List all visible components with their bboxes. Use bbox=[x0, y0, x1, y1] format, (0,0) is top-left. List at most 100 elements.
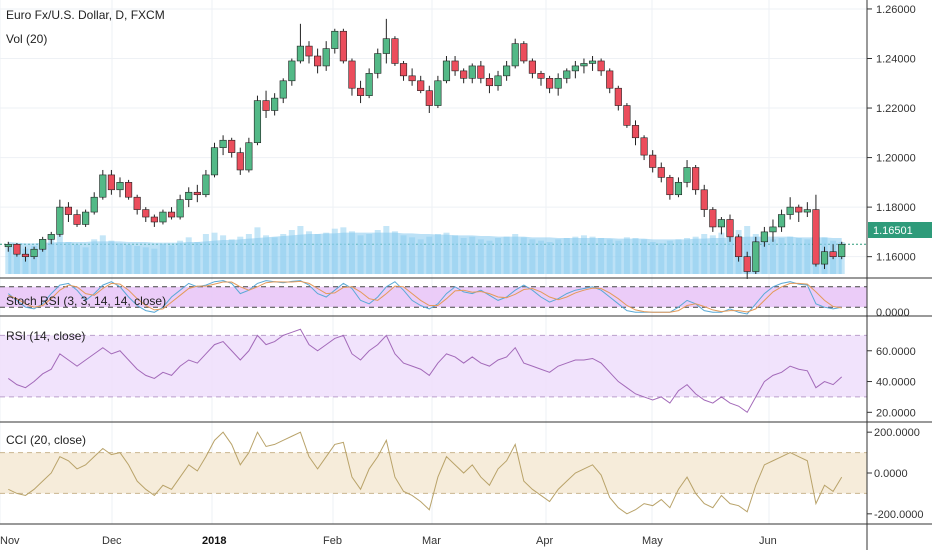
candle-body bbox=[709, 209, 717, 228]
candle-body bbox=[107, 174, 115, 191]
candle-body bbox=[743, 256, 751, 272]
candle-body bbox=[13, 243, 21, 255]
cci-band bbox=[0, 452, 867, 494]
candle-body bbox=[210, 147, 219, 176]
candle-body bbox=[288, 60, 296, 82]
rsi-label: RSI (14, close) bbox=[6, 329, 85, 343]
candle-body bbox=[331, 30, 339, 49]
price-tick-label: 1.20000 bbox=[876, 153, 916, 165]
candle-body bbox=[606, 70, 614, 89]
last-price-badge bbox=[868, 222, 932, 238]
candle-body bbox=[769, 226, 777, 233]
candle-body bbox=[271, 97, 279, 111]
candle-body bbox=[511, 43, 519, 67]
candle-body bbox=[528, 60, 536, 74]
candle-body bbox=[494, 75, 502, 87]
indicator-bands bbox=[0, 286, 867, 494]
candle-body bbox=[520, 43, 528, 62]
candle-body bbox=[382, 38, 390, 54]
candle-body bbox=[588, 60, 597, 64]
time-tick-label: Nov bbox=[0, 535, 20, 547]
candle-body bbox=[202, 174, 210, 196]
stoch-rsi-d-line bbox=[8, 280, 842, 313]
candle-body bbox=[717, 219, 725, 228]
candle-body bbox=[777, 214, 786, 228]
price-tick-label: 1.26000 bbox=[876, 4, 916, 16]
time-tick-label: May bbox=[642, 535, 663, 547]
candle-body bbox=[829, 251, 837, 257]
candle-body bbox=[417, 80, 425, 91]
stoch-rsi-tick-label: 0.0000 bbox=[876, 307, 910, 319]
time-axis: Nov Dec 2018 Feb Mar Apr May Jun bbox=[0, 535, 777, 547]
candle-body bbox=[167, 211, 176, 218]
time-tick-label: Mar bbox=[422, 535, 441, 547]
candle-body bbox=[56, 206, 64, 235]
candle-body bbox=[838, 243, 846, 257]
candle-body bbox=[451, 60, 459, 72]
candle-body bbox=[142, 209, 150, 218]
candle-body bbox=[468, 65, 476, 79]
rsi-tick-label: 40.0000 bbox=[876, 377, 916, 389]
candle-body bbox=[322, 48, 330, 67]
candle-body bbox=[150, 216, 158, 223]
candle-body bbox=[735, 236, 743, 257]
cci-tick-label: 0.0000 bbox=[874, 468, 908, 480]
candle-body bbox=[657, 167, 665, 178]
candle-body bbox=[356, 87, 365, 96]
candle-body bbox=[597, 60, 605, 72]
time-tick-label: 2018 bbox=[202, 535, 226, 547]
candle-body bbox=[30, 248, 38, 257]
candle-body bbox=[726, 219, 734, 238]
candle-body bbox=[219, 139, 227, 148]
candle-body bbox=[700, 189, 708, 210]
candle-body bbox=[116, 182, 124, 191]
rsi-tick-label: 20.0000 bbox=[876, 407, 916, 419]
candle-body bbox=[185, 191, 193, 200]
candle-body bbox=[571, 65, 579, 72]
candle-body bbox=[580, 63, 588, 67]
candle-body bbox=[503, 65, 511, 77]
price-axis: 1.26000 1.24000 1.22000 1.20000 1.18000 1.160… bbox=[867, 4, 916, 264]
indicator-lines bbox=[7, 280, 843, 515]
candle-body bbox=[563, 70, 571, 79]
candle-body bbox=[176, 199, 184, 218]
candle-body bbox=[803, 209, 811, 213]
price-tick-label: 1.18000 bbox=[876, 202, 916, 214]
candle-body bbox=[399, 63, 408, 77]
candle-body bbox=[812, 209, 820, 265]
candle-body bbox=[554, 78, 562, 89]
price-tick-label: 1.16000 bbox=[876, 252, 916, 264]
candle-body bbox=[674, 182, 683, 196]
cci-line bbox=[8, 431, 843, 515]
time-tick-label: Feb bbox=[323, 535, 342, 547]
candle-body bbox=[236, 152, 244, 171]
candle-body bbox=[623, 105, 631, 126]
candle-body bbox=[133, 196, 141, 210]
volume-ma-area bbox=[8, 232, 842, 274]
rsi-line bbox=[8, 328, 843, 414]
candle-body bbox=[786, 206, 794, 215]
candle-body bbox=[537, 73, 545, 79]
candle-body bbox=[245, 142, 253, 171]
candle-body bbox=[365, 73, 373, 96]
candle-body bbox=[125, 182, 133, 198]
time-tick-label: Jun bbox=[759, 535, 777, 547]
candle-body bbox=[614, 87, 622, 106]
candle-body bbox=[159, 211, 167, 223]
candle-body bbox=[683, 167, 691, 183]
candle-body bbox=[425, 90, 433, 106]
price-tick-label: 1.22000 bbox=[876, 103, 916, 115]
time-tick-label: Apr bbox=[536, 535, 553, 547]
candle-body bbox=[460, 70, 468, 79]
indicator-axes: 0.0000 60.0000 40.0000 20.0000 200.0000 0.000… bbox=[867, 307, 924, 521]
cci-tick-label: -200.0000 bbox=[874, 509, 924, 521]
candle-body bbox=[339, 30, 347, 62]
rsi-band bbox=[0, 335, 867, 397]
candle-body bbox=[279, 80, 287, 99]
candle-body bbox=[305, 45, 313, 57]
stoch-rsi-band bbox=[0, 286, 867, 308]
candle-body bbox=[82, 211, 90, 225]
rsi-tick-label: 60.0000 bbox=[876, 346, 916, 358]
candle-body bbox=[760, 231, 768, 243]
